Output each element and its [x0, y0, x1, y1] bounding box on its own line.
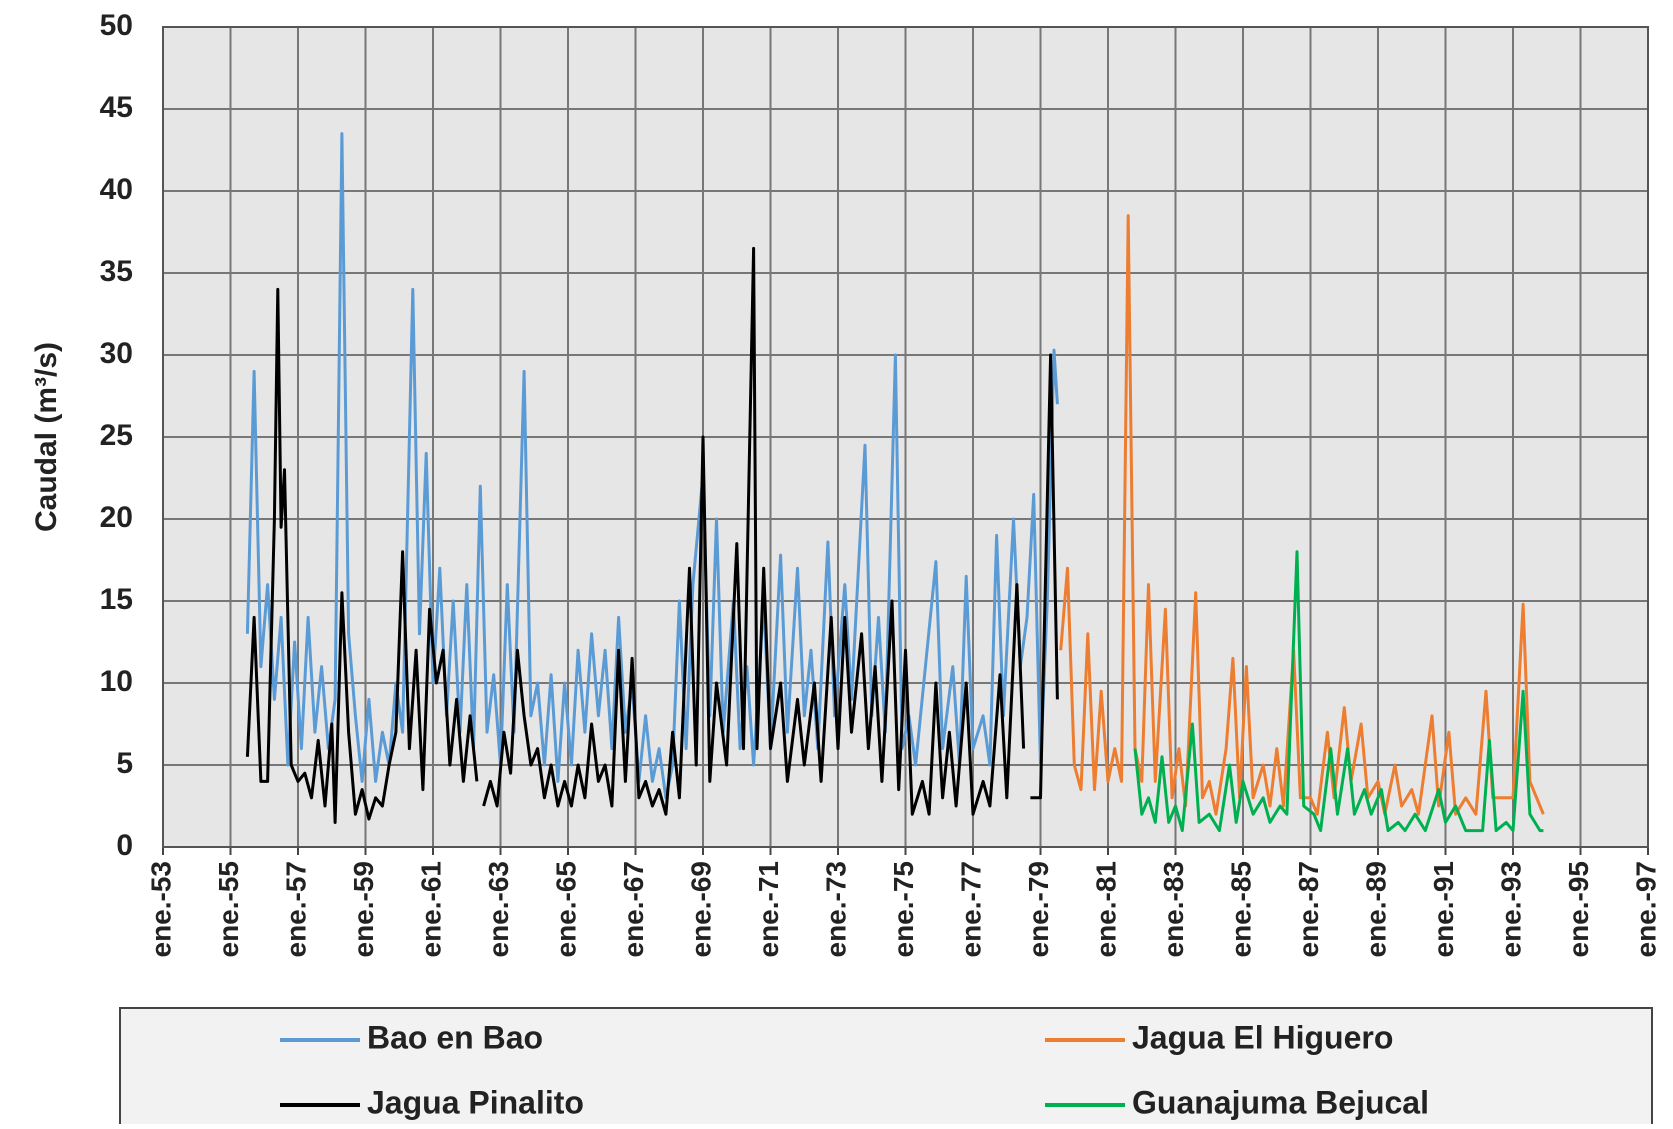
x-tick-label: ene.-85: [1225, 861, 1256, 958]
legend-box: [119, 1007, 1653, 1129]
legend-label: Jagua El Higuero: [1132, 1019, 1393, 1055]
x-tick-label: ene.-87: [1293, 861, 1324, 958]
series-line: [1059, 214, 1545, 816]
x-tick-label: ene.-95: [1563, 861, 1594, 958]
plot-border: [162, 26, 1649, 848]
x-tick-label: ene.-67: [618, 861, 649, 958]
x-tick-label: ene.-73: [820, 861, 851, 958]
x-tick-label: ene.-81: [1090, 861, 1121, 958]
x-tick-label: ene.-69: [685, 861, 716, 958]
x-tick-label: ene.-71: [753, 861, 784, 958]
series-line: [1133, 550, 1544, 833]
legend-label: Guanajuma Bejucal: [1132, 1084, 1429, 1120]
y-tick-label: 20: [100, 501, 133, 534]
x-tick-label: ene.-83: [1158, 861, 1189, 958]
x-tick-label: ene.-89: [1360, 861, 1391, 958]
legend-label: Jagua Pinalito: [367, 1084, 584, 1120]
y-tick-label: 45: [100, 91, 133, 124]
x-tick-label: ene.-77: [955, 861, 986, 958]
x-tick-label: ene.-97: [1630, 861, 1661, 958]
x-tick-label: ene.-57: [280, 861, 311, 958]
x-tick-label: ene.-91: [1428, 861, 1459, 958]
x-tick-label: ene.-65: [550, 861, 581, 958]
x-tick-label: ene.-63: [483, 861, 514, 958]
legend-label: Bao en Bao: [367, 1019, 543, 1055]
y-tick-label: 30: [100, 337, 133, 370]
x-tick-label: ene.-61: [415, 861, 446, 958]
y-axis-title: Caudal (m³/s): [30, 342, 63, 532]
x-tick-label: ene.-53: [145, 861, 176, 958]
x-tick-label: ene.-55: [213, 861, 244, 958]
y-tick-label: 35: [100, 255, 133, 288]
y-tick-label: 40: [100, 173, 133, 206]
series-line: [245, 246, 1059, 824]
x-tick-label: ene.-79: [1023, 861, 1054, 958]
y-tick-label: 10: [100, 665, 133, 698]
x-tick-label: ene.-75: [888, 861, 919, 958]
y-tick-label: 50: [100, 9, 133, 42]
x-tick-label: ene.-59: [348, 861, 379, 958]
y-tick-label: 15: [100, 583, 133, 616]
y-tick-label: 0: [116, 829, 133, 862]
y-tick-label: 25: [100, 419, 133, 452]
x-tick-label: ene.-93: [1495, 861, 1526, 958]
y-tick-label: 5: [116, 747, 133, 780]
